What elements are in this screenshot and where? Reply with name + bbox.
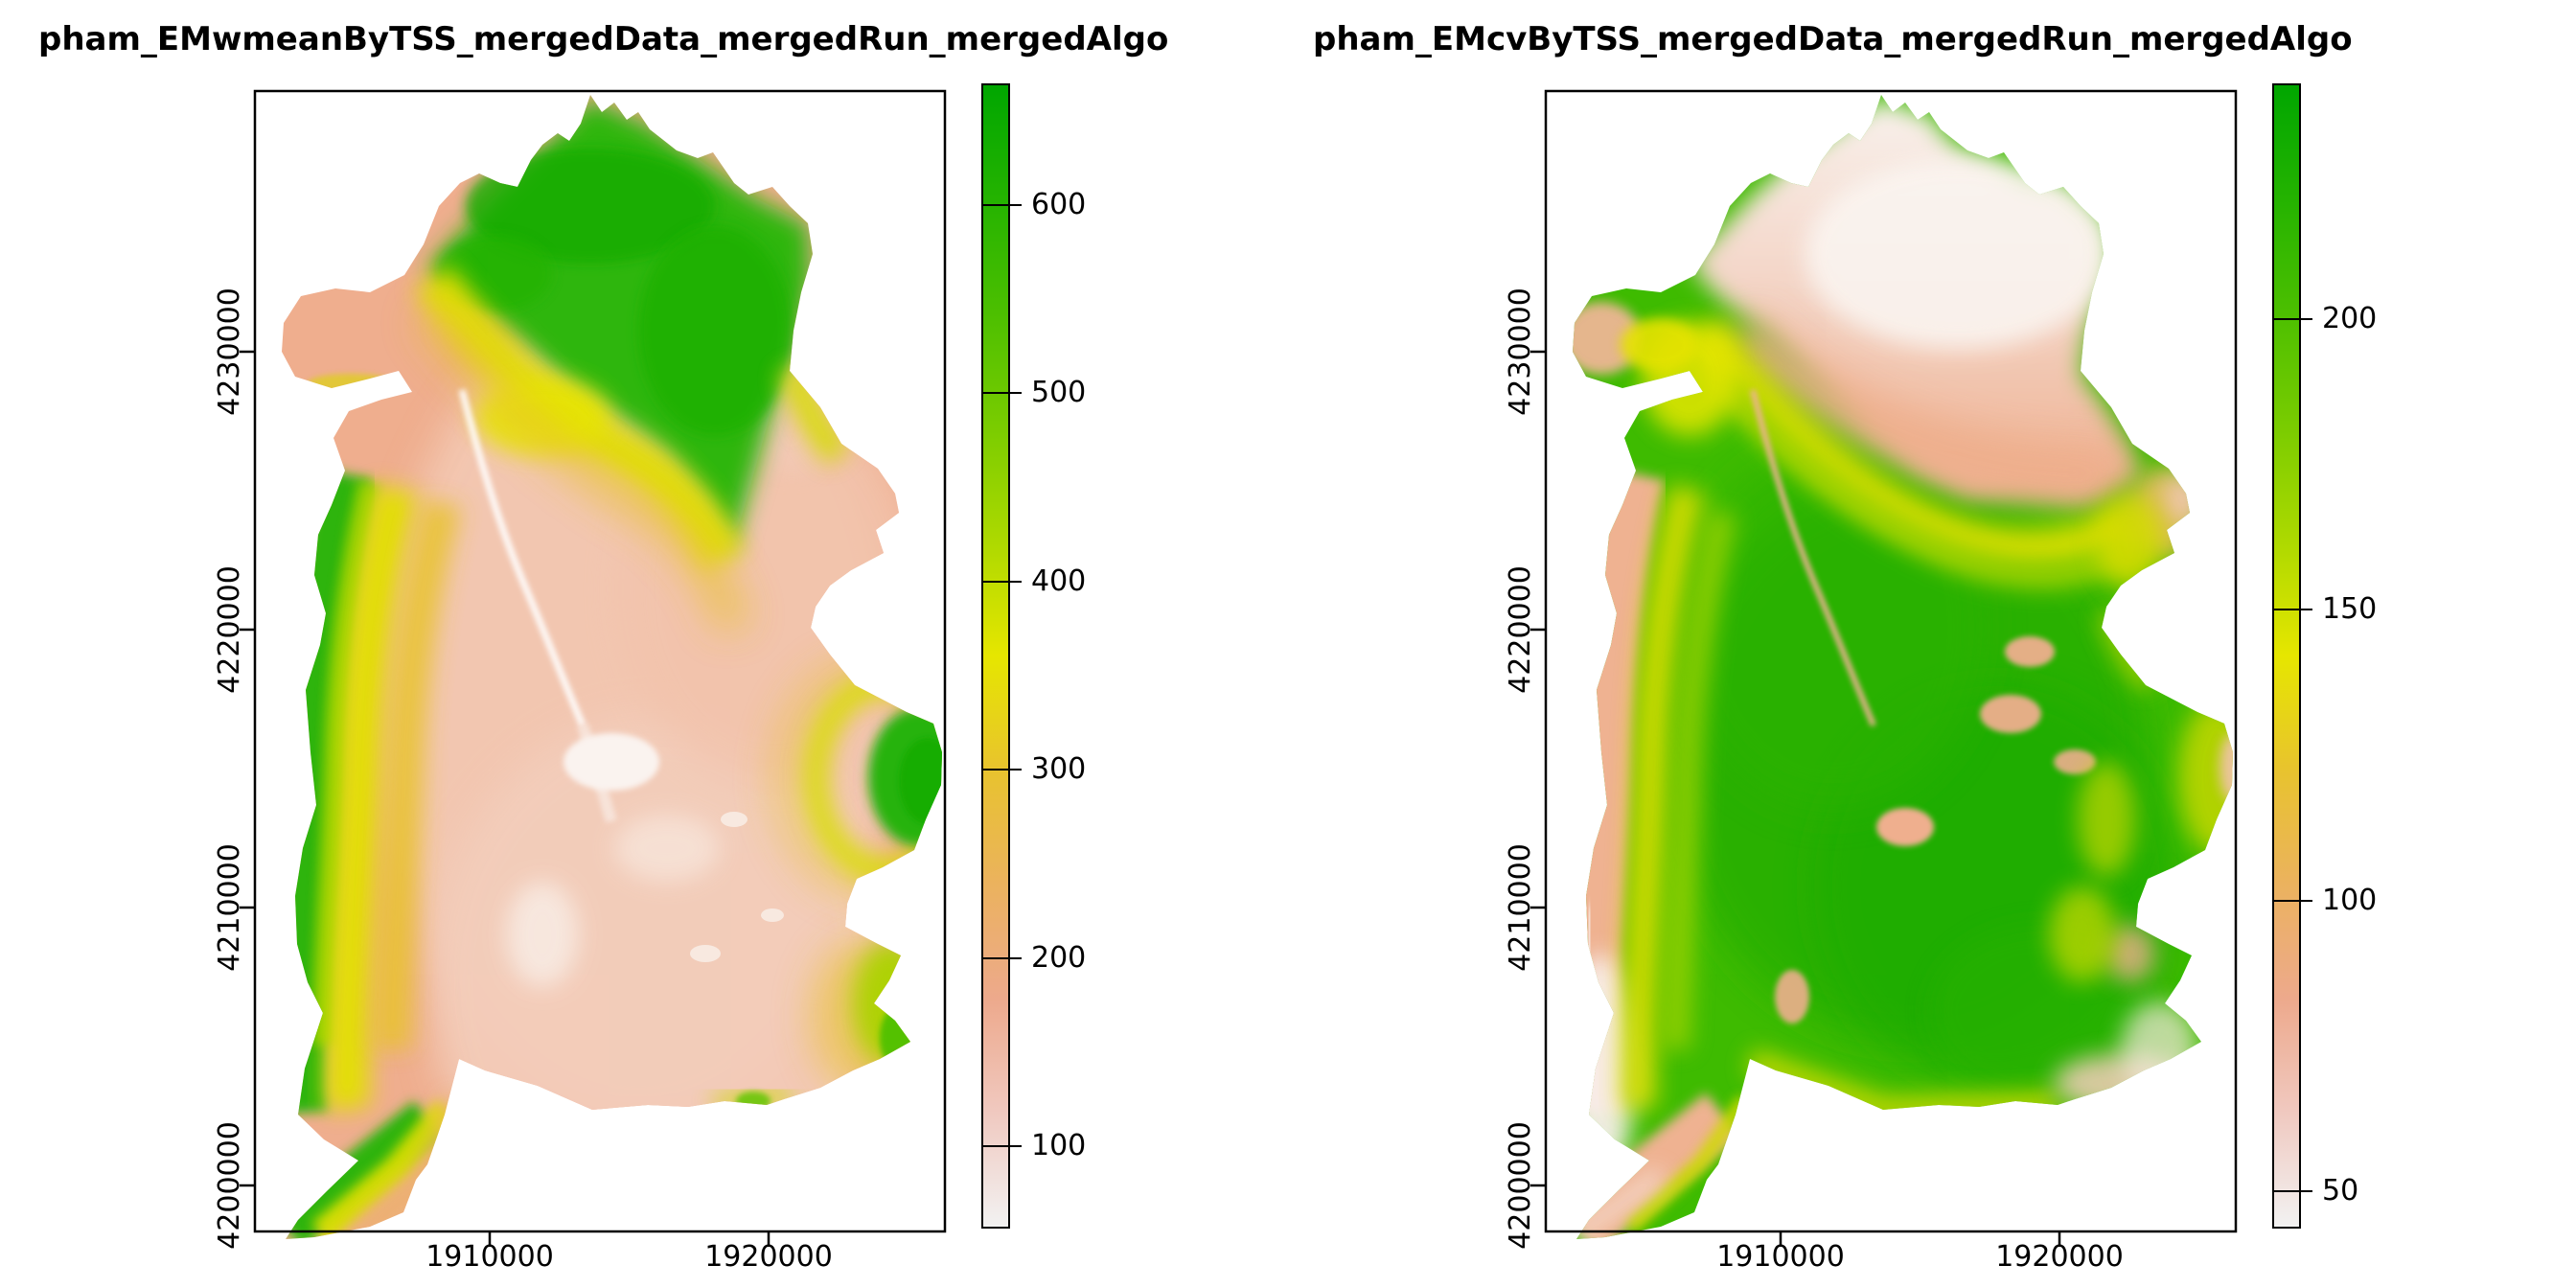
colorbar-tick-label: 100 — [1031, 1129, 1087, 1162]
colorbar-gradient — [981, 83, 1010, 1229]
y-tick-label: 4210000 — [213, 843, 246, 972]
y-tick-label: 4220000 — [1504, 565, 1537, 694]
colorbar-tick-label: 600 — [1031, 188, 1087, 221]
plot-box-left — [253, 89, 947, 1233]
y-tick-label: 4210000 — [1504, 843, 1537, 972]
colorbar-left — [981, 83, 1022, 1229]
colorbar-right — [2272, 83, 2312, 1229]
plot-frame-left — [240, 89, 947, 1247]
y-tick-label: 4220000 — [213, 565, 246, 694]
y-tick-label: 4200000 — [213, 1121, 246, 1250]
colorbar-tick-label: 200 — [2322, 302, 2378, 335]
x-tick-label: 1920000 — [1995, 1240, 2124, 1274]
y-tick-label: 4230000 — [213, 288, 246, 416]
raster-map-right — [1573, 95, 2233, 1239]
y-tick-label: 4230000 — [1504, 288, 1537, 416]
colorbar-ticks-left — [982, 204, 1022, 1147]
plot-title-left: pham_EMwmeanByTSS_mergedData_mergedRun_m… — [38, 20, 1169, 58]
colorbar-gradient — [2272, 83, 2301, 1229]
colorbar-ticks-right — [2273, 318, 2312, 1192]
colorbar-tick-label: 300 — [1031, 752, 1087, 786]
plot-frame-right — [1530, 89, 2238, 1247]
x-tick-label: 1910000 — [426, 1240, 554, 1274]
colorbar-tick-label: 200 — [1031, 941, 1087, 975]
plot-title-right: pham_EMcvByTSS_mergedData_mergedRun_merg… — [1313, 20, 2353, 58]
colorbar-tick-label: 100 — [2322, 884, 2378, 917]
x-tick-label: 1910000 — [1716, 1240, 1845, 1274]
colorbar-tick-label: 150 — [2322, 592, 2378, 626]
colorbar-tick-label: 500 — [1031, 376, 1087, 409]
plot-box-right — [1544, 89, 2238, 1233]
raster-map-left — [282, 95, 942, 1239]
colorbar-tick-label: 400 — [1031, 564, 1087, 598]
colorbar-tick-label: 50 — [2322, 1174, 2359, 1208]
x-tick-label: 1920000 — [704, 1240, 833, 1274]
y-tick-label: 4200000 — [1504, 1121, 1537, 1250]
